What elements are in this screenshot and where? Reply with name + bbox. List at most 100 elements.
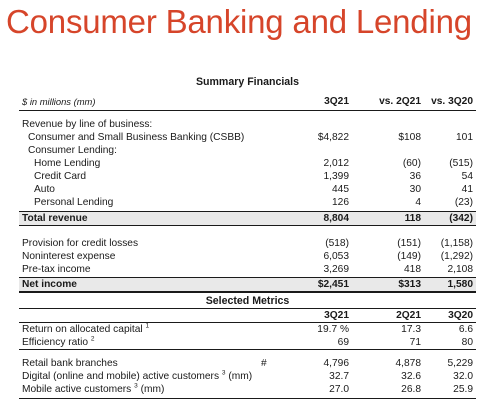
cell-vs-3q20: (342): [449, 213, 473, 224]
col-header-vs-2q21: vs. 2Q21: [379, 96, 421, 107]
table-row: Return on allocated capital 1 19.7 % 17.…: [19, 322, 476, 337]
row-label: Provision for credit losses: [22, 238, 139, 249]
cell-vs-3q20: (515): [449, 158, 473, 169]
row-label: Total revenue: [22, 213, 88, 224]
cell-3q21: 19.7 %: [317, 324, 349, 335]
cell-3q20: 80: [461, 337, 473, 348]
cell-vs-3q20: 2,108: [447, 264, 474, 275]
row-label: Digital (online and mobile) active custo…: [22, 369, 253, 383]
row-label: Pre-tax income: [22, 264, 91, 275]
summary-header-row: $ in millions (mm) 3Q21 vs. 2Q21 vs. 3Q2…: [19, 96, 476, 108]
metrics-header-rule: [19, 322, 476, 323]
row-label: Auto: [34, 184, 55, 195]
cell-3q21: 27.0: [329, 384, 349, 395]
table-bottom-rule: [19, 398, 476, 399]
cell-vs-3q20: (1,158): [440, 238, 473, 249]
cell-2q21: 26.8: [401, 384, 421, 395]
row-label-text: Return on allocated capital: [22, 324, 143, 335]
row-label: Home Lending: [34, 158, 101, 169]
income-rows: Provision for credit losses (518) (151) …: [19, 238, 476, 277]
row-label-text: Digital (online and mobile) active custo…: [22, 371, 220, 382]
row-label: Net income: [22, 279, 77, 290]
summary-financials-heading: Summary Financials: [195, 76, 300, 88]
cell-vs-2q21: $313: [398, 279, 421, 290]
units-label: $ in millions (mm): [22, 96, 96, 107]
total-revenue-row: Total revenue 8,804 118 (342): [19, 212, 476, 225]
table-row: Retail bank branches # 4,796 4,878 5,229: [19, 358, 476, 371]
footnote-marker: 1: [145, 322, 150, 330]
table-row: Home Lending 2,012 (60) (515): [19, 158, 476, 171]
row-label: Efficiency ratio 2: [22, 335, 95, 349]
row-label: Noninterest expense: [22, 251, 116, 262]
selected-metrics-heading: Selected Metrics: [205, 295, 290, 307]
hash-mark: #: [261, 358, 267, 369]
cell-3q20: 5,229: [447, 358, 474, 369]
cell-vs-2q21: (60): [402, 158, 421, 169]
cell-2q21: 71: [409, 337, 421, 348]
cell-vs-3q20: 101: [456, 132, 473, 143]
metrics-heading-rule: [19, 308, 476, 309]
cell-2q21: 17.3: [401, 324, 421, 335]
table-row: Mobile active customers 3 (mm) 27.0 26.8…: [19, 382, 476, 397]
metrics-rows-a: Return on allocated capital 1 19.7 % 17.…: [19, 322, 476, 350]
cell-3q20: 32.0: [453, 371, 473, 382]
cell-3q20: 6.6: [458, 324, 473, 335]
footnote-marker: 2: [90, 335, 95, 343]
cell-3q21: 445: [332, 184, 349, 195]
cell-3q21: 126: [332, 197, 349, 208]
unit-suffix: (mm): [228, 371, 253, 382]
cell-3q20: 25.9: [453, 384, 473, 395]
cell-3q21: 6,053: [323, 251, 350, 262]
table-row: Provision for credit losses (518) (151) …: [19, 238, 476, 251]
net-income-bottom-rule: [19, 291, 476, 293]
row-label: Mobile active customers 3 (mm): [22, 382, 165, 396]
table-row: Consumer Lending:: [19, 145, 476, 158]
cell-vs-3q20: 41: [461, 184, 473, 195]
metrics-header-row: 3Q21 2Q21 3Q20: [19, 310, 476, 322]
cell-vs-2q21: (151): [397, 238, 421, 249]
col-header-vs-3q20: vs. 3Q20: [431, 96, 473, 107]
footnote-marker: 3: [134, 382, 138, 390]
cell-vs-2q21: 4: [415, 197, 421, 208]
cell-vs-2q21: 30: [409, 184, 421, 195]
row-label: Credit Card: [34, 171, 87, 182]
unit-suffix: (mm): [140, 384, 165, 395]
cell-vs-2q21: 118: [404, 213, 421, 224]
page-title: Consumer Banking and Lending: [6, 3, 472, 40]
net-income-row: Net income $2,451 $313 1,580: [19, 278, 476, 291]
revenue-section-label: Revenue by line of business:: [22, 119, 153, 130]
cell-3q21: (518): [325, 238, 349, 249]
table-row: Efficiency ratio 2 69 71 80: [19, 335, 476, 350]
cell-3q21: 8,804: [323, 213, 350, 224]
cell-vs-3q20: (1,292): [440, 251, 473, 262]
cell-3q21: 3,269: [323, 264, 350, 275]
revenue-section: Revenue by line of business: Consumer an…: [19, 119, 476, 210]
cell-3q21: 1,399: [323, 171, 350, 182]
cell-vs-2q21: (149): [397, 251, 421, 262]
row-label: Consumer and Small Business Banking (CSB…: [28, 132, 245, 143]
table-row: Noninterest expense 6,053 (149) (1,292): [19, 251, 476, 264]
col-header-3q20: 3Q20: [448, 310, 473, 321]
cell-vs-3q20: 1,580: [447, 279, 474, 290]
table-row: Personal Lending 126 4 (23): [19, 197, 476, 210]
row-label: Retail bank branches: [22, 358, 118, 369]
row-label: Return on allocated capital 1: [22, 322, 150, 336]
metrics-divider-rule: [19, 349, 476, 350]
col-header-3q21: 3Q21: [324, 310, 349, 321]
cell-3q21: 32.7: [329, 371, 349, 382]
cell-vs-2q21: $108: [398, 132, 421, 143]
total-revenue-top-rule: [19, 211, 476, 212]
cell-vs-3q20: (23): [454, 197, 473, 208]
cell-3q21: 2,012: [323, 158, 350, 169]
row-label-text: Mobile active customers: [22, 384, 132, 395]
total-revenue-bottom-rule: [19, 225, 476, 226]
cell-3q21: $4,822: [317, 132, 349, 143]
header-rule: [19, 110, 476, 111]
table-row: Credit Card 1,399 36 54: [19, 171, 476, 184]
footnote-marker: 3: [221, 369, 226, 377]
col-header-3q21: 3Q21: [324, 96, 349, 107]
cell-2q21: 32.6: [401, 371, 421, 382]
metrics-rows-b: Retail bank branches # 4,796 4,878 5,229…: [19, 358, 476, 397]
col-header-2q21: 2Q21: [396, 310, 421, 321]
row-label-text: Efficiency ratio: [22, 337, 89, 348]
